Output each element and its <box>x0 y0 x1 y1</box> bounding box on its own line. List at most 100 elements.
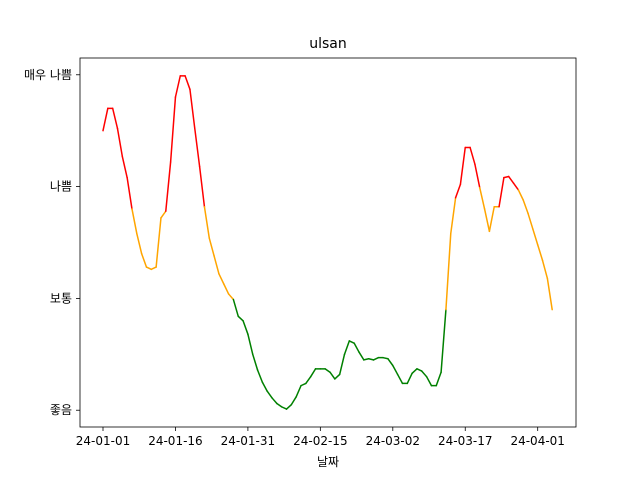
y-tick-label: 보통 <box>50 291 72 305</box>
line-segment <box>266 390 273 399</box>
plot-area <box>80 58 576 427</box>
line-segment <box>305 375 312 385</box>
line-segment <box>483 208 491 233</box>
line-segment <box>450 197 457 235</box>
x-axis: 24-01-01 24-01-16 24-01-31 24-02-15 24-03-02… <box>76 427 565 448</box>
line-segment <box>203 205 211 239</box>
x-tick-label: 24-04-01 <box>510 434 564 448</box>
y-tick-label: 매우 나쁨 <box>24 68 72 82</box>
x-tick-label: 24-01-16 <box>148 434 202 448</box>
line-segment <box>541 259 549 280</box>
line-segment <box>290 396 297 406</box>
line-segment <box>136 232 143 255</box>
line-segment <box>334 373 341 380</box>
line-segment <box>435 371 442 387</box>
line-segment <box>411 368 418 375</box>
line-segment <box>247 333 254 356</box>
line-segment <box>300 382 307 387</box>
line-segment <box>498 176 505 208</box>
line-segment <box>271 397 278 405</box>
line-segment <box>454 183 462 199</box>
line-segment <box>382 356 389 360</box>
x-axis-label: 날짜 <box>317 455 339 469</box>
line-segment <box>150 266 157 271</box>
line-segment <box>372 356 380 361</box>
line-segment <box>309 368 317 378</box>
line-segment <box>174 75 182 98</box>
line-segment <box>208 237 215 257</box>
y-tick-label: 나쁨 <box>50 180 72 194</box>
line-segment <box>546 277 553 311</box>
line-segment <box>194 127 201 168</box>
line-segment <box>227 293 235 301</box>
line-segment <box>223 283 230 295</box>
line-segment <box>387 358 394 367</box>
line-segment <box>102 107 109 132</box>
line-segment <box>512 182 520 191</box>
line-segment <box>527 212 534 230</box>
line-segment <box>445 232 452 311</box>
line-segment <box>140 252 148 268</box>
line-segment <box>189 88 196 130</box>
line-segment <box>416 368 423 372</box>
line-segment <box>488 205 495 233</box>
line-segment <box>285 403 293 410</box>
line-segment <box>367 358 375 361</box>
line-segment <box>213 255 220 275</box>
line-segment <box>425 375 433 387</box>
line-segment <box>503 175 510 179</box>
line-segment <box>169 96 177 163</box>
line-segment <box>232 298 239 318</box>
line-segment <box>440 308 447 373</box>
line-segment <box>363 358 370 361</box>
line-segment <box>469 146 476 165</box>
line-segment <box>251 353 259 371</box>
line-segment <box>276 402 283 408</box>
line-segment <box>111 107 119 130</box>
line-segment <box>474 163 481 189</box>
line-segment <box>218 273 225 285</box>
line-segment <box>358 351 365 361</box>
line-segment <box>392 364 399 376</box>
line-segment <box>121 155 128 179</box>
line-segment <box>536 243 544 262</box>
line-segment <box>348 340 355 344</box>
line-segment <box>242 320 249 335</box>
x-tick-label: 24-02-15 <box>293 434 347 448</box>
line-segment <box>406 372 413 385</box>
line-segment <box>155 217 162 268</box>
line-segment <box>165 161 172 212</box>
plot-frame <box>79 57 577 428</box>
x-tick-label: 24-03-17 <box>438 434 492 448</box>
line-segment <box>261 381 268 392</box>
chart-title: ulsan <box>309 36 347 52</box>
line-segment <box>324 368 331 373</box>
line-segment <box>532 228 539 246</box>
line-segment <box>522 199 529 215</box>
line-segment <box>256 369 264 384</box>
line-segment <box>517 189 524 201</box>
line-segment <box>116 127 124 158</box>
y-axis: 좋음 보통 나쁨 매우 나쁨 <box>24 68 80 417</box>
line-segment <box>396 373 404 385</box>
line-segment <box>145 266 153 271</box>
x-tick-label: 24-01-01 <box>76 434 130 448</box>
line-segment <box>237 315 244 322</box>
line-segment <box>343 340 351 356</box>
series-lines <box>102 75 553 410</box>
x-tick-label: 24-03-02 <box>366 434 420 448</box>
line-segment <box>126 176 133 210</box>
line-segment <box>507 175 515 184</box>
line-segment <box>280 406 288 410</box>
line-segment <box>421 370 428 378</box>
line-segment <box>338 353 346 376</box>
line-segment <box>131 208 138 235</box>
line-segment <box>478 186 486 210</box>
line-segment <box>459 146 466 186</box>
line-segment <box>184 75 191 91</box>
line-segment <box>160 210 167 219</box>
line-segment <box>353 342 360 353</box>
y-tick-label: 좋음 <box>50 403 72 417</box>
